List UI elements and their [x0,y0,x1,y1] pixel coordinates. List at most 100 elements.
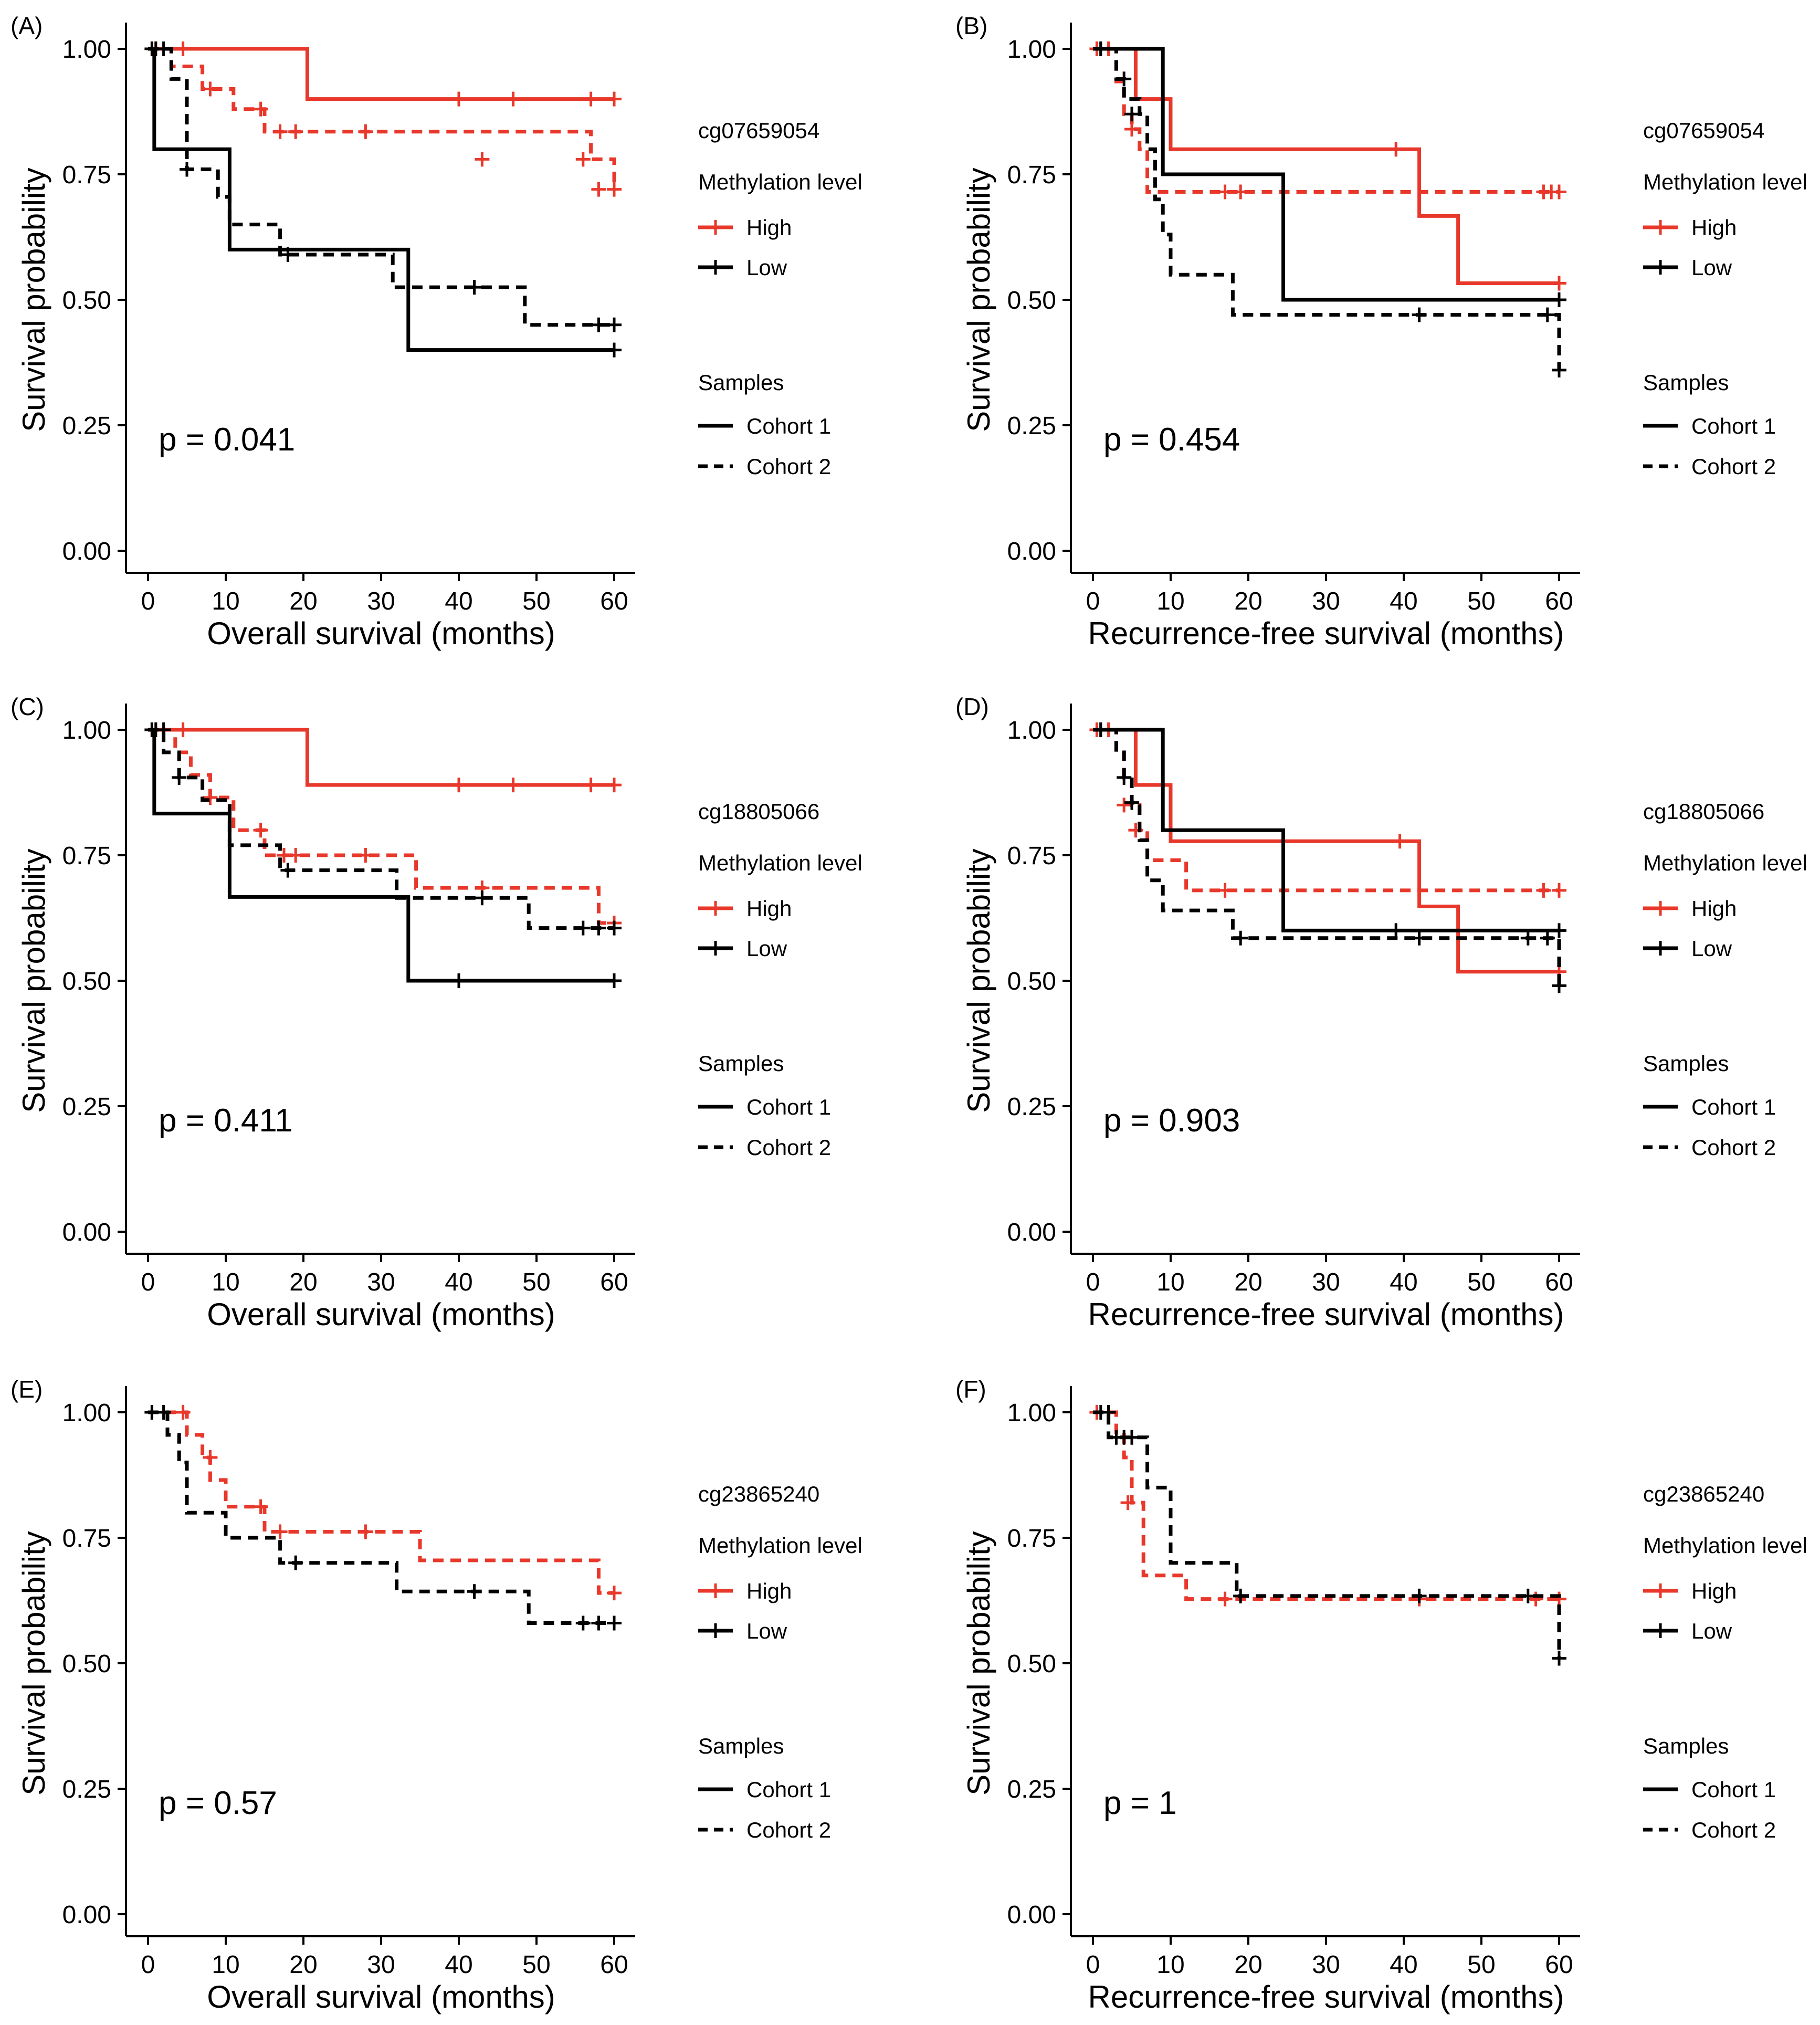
survival-curve [148,1410,614,1625]
survival-curve [1093,47,1559,302]
survival-curve [1093,1410,1561,1659]
legend-cohort2-label: Cohort 2 [746,1818,831,1842]
censor-mark [1392,834,1407,849]
censor-mark [451,778,466,793]
censor-mark [1540,307,1555,322]
legend-cohort1-label: Cohort 1 [1691,414,1776,438]
censor-mark [607,182,622,197]
x-tick-label: 0 [1086,1951,1100,1979]
censor-mark [280,247,296,262]
censor-mark [1412,1588,1427,1603]
x-tick-label: 20 [289,587,317,615]
x-axis-title: Overall survival (months) [207,1297,555,1332]
x-tick-label: 40 [445,1951,472,1979]
censor-mark [607,1615,622,1631]
y-tick-label: 0.75 [62,161,111,189]
censor-mark [156,41,171,56]
x-tick-label: 50 [1467,1951,1495,1979]
censor-mark [451,91,466,107]
km-panel-c: (C) 0.00 0.25 0.50 0.75 1.00 0 10 20 30 40 50 60 Over… [10,693,862,1332]
x-tick-label: 0 [1086,587,1100,615]
y-tick-label: 0.00 [1007,538,1056,565]
x-tick-label: 20 [289,1951,317,1979]
censor-mark [180,162,194,177]
censor-mark [506,91,521,107]
legend-high-label: High [1691,215,1737,240]
survival-curve [1093,1410,1559,1601]
x-axis-title: Recurrence-free survival (months) [1088,1297,1564,1332]
x-tick-label: 30 [1312,587,1340,615]
p-value: p = 0.57 [159,1785,277,1821]
y-tick-label: 0.25 [1007,1093,1056,1121]
x-tick-label: 50 [1467,587,1495,615]
legend-cohort2-label: Cohort 2 [1691,1135,1776,1160]
censor-mark [1217,883,1233,898]
y-tick-label: 0.50 [62,1650,111,1678]
censor-mark [1124,1430,1139,1445]
censor-mark [1552,923,1566,938]
legend-samples-title: Samples [1643,370,1729,395]
x-tick-label: 30 [367,1268,395,1296]
x-tick-label: 30 [367,1951,395,1979]
km-panel-a: (A) 0.00 0.25 0.50 0.75 1.00 0 10 20 30 40 50 60 Over… [10,12,862,651]
legend-low-label: Low [1691,255,1732,280]
legend-cohort1-label: Cohort 1 [746,414,831,438]
censor-mark [575,152,591,167]
censor-mark [583,778,598,793]
y-tick-label: 1.00 [1007,36,1056,64]
censor-mark [156,722,171,737]
censor-mark [607,1586,622,1601]
y-tick-label: 0.75 [1007,161,1056,189]
survival-curve [148,47,616,190]
censor-mark [1233,184,1248,200]
p-value: p = 0.454 [1103,422,1240,458]
censor-mark [1124,121,1139,137]
legend-samples-title: Samples [698,1734,784,1758]
censor-mark [607,920,622,936]
x-tick-label: 50 [522,1951,550,1979]
x-axis-title: Recurrence-free survival (months) [1088,616,1564,651]
censor-mark [1388,142,1404,157]
x-tick-label: 0 [1086,1268,1100,1296]
y-axis-title: Survival probability [16,848,51,1113]
panel-label: (A) [10,12,43,39]
legend-probe: cg23865240 [1643,1482,1764,1506]
x-axis-title: Recurrence-free survival (months) [1088,1979,1564,2014]
legend-high-label: High [1691,896,1737,921]
censor-mark [583,91,598,107]
legend-cohort2-label: Cohort 2 [746,1135,831,1160]
y-tick-label: 0.25 [1007,412,1056,440]
censor-mark [272,1524,288,1539]
censor-mark [203,1450,218,1465]
y-tick-label: 0.50 [1007,968,1056,995]
legend: cg18805066 Methylation level High Low Sample… [698,799,862,1160]
censor-mark [272,124,288,139]
y-tick-label: 1.00 [62,36,111,64]
x-tick-label: 60 [1545,1951,1573,1979]
y-tick-label: 0.25 [1007,1776,1056,1803]
censor-mark [172,770,187,785]
legend-cohort2-label: Cohort 2 [1691,1818,1776,1842]
censor-mark [1520,1588,1535,1603]
panel-label: (D) [955,693,989,720]
y-tick-label: 0.75 [62,842,111,870]
censor-mark [475,890,490,906]
censor-mark [1552,978,1566,993]
y-axis-title: Survival probability [961,848,996,1113]
y-tick-label: 0.75 [1007,1525,1056,1552]
y-axis-title: Survival probability [961,167,996,432]
survival-curve [148,47,614,101]
censor-mark [1120,1495,1135,1510]
censor-mark [1388,923,1404,938]
x-tick-label: 40 [445,587,472,615]
x-tick-label: 60 [600,587,628,615]
survival-curve [1093,728,1559,932]
censor-mark [203,81,218,97]
legend-samples-title: Samples [698,370,784,395]
km-panel-f: (F) 0.00 0.25 0.50 0.75 1.00 0 10 20 30 40 50 60Recu… [955,1376,1807,2014]
legend-probe: cg18805066 [698,799,819,824]
y-tick-label: 0.50 [62,287,111,314]
censor-mark [591,317,606,332]
censor-mark [607,342,622,358]
